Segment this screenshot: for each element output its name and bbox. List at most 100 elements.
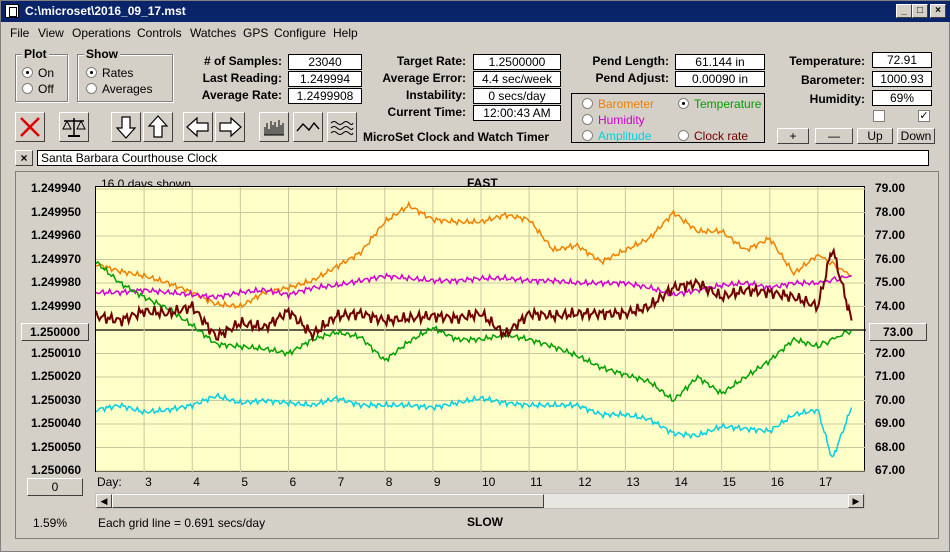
day-tick-label: 8 (385, 475, 393, 489)
plot-svg (95, 187, 866, 473)
percent-label: 1.59% (33, 516, 68, 530)
instability-field: 0 secs/day (473, 88, 561, 104)
clock-name-input[interactable]: Santa Barbara Courthouse Clock (37, 150, 929, 166)
day-tick-label: 9 (433, 475, 441, 489)
checkbox-right[interactable]: ✓ (918, 110, 930, 122)
right-tick-label: 69.00 (875, 416, 906, 430)
wave-view-button[interactable] (327, 112, 357, 142)
show-rates-radio[interactable]: Rates (86, 66, 133, 80)
radio-dot-icon (22, 83, 33, 94)
legend-temperature[interactable]: Temperature (678, 97, 761, 111)
menu-controls[interactable]: Controls (137, 26, 182, 40)
left-tick-label: 1.249950 (31, 204, 82, 219)
left-tick-label: 1.249970 (31, 251, 82, 266)
minimize-button[interactable]: _ (896, 4, 912, 18)
scale-minus-button[interactable]: — (815, 128, 853, 144)
plot-off-radio[interactable]: Off (22, 82, 54, 96)
legend-clock-rate[interactable]: Clock rate (678, 129, 748, 143)
day-tick-label: 13 (626, 475, 640, 489)
title-bar[interactable]: C:\microset\2016_09_17.mst _ □ × (1, 1, 950, 22)
left-tick-label: 1.250060 (31, 463, 82, 477)
bar-view-button[interactable] (259, 112, 289, 142)
menu-file[interactable]: File (10, 26, 30, 40)
radio-dot-icon (678, 98, 689, 109)
maximize-button[interactable]: □ (912, 4, 928, 18)
legend-humidity-label: Humidity (598, 113, 645, 127)
legend-barometer[interactable]: Barometer (582, 97, 654, 111)
scroll-left-button[interactable] (183, 112, 213, 142)
right-tick-label: 68.00 (875, 439, 906, 454)
radio-dot-icon (22, 67, 33, 78)
scroll-right-button[interactable] (215, 112, 245, 142)
left-tick-label: 1.249980 (31, 275, 82, 289)
plot-group: Plot On Off (15, 47, 68, 102)
barometer-label: Barometer: (800, 73, 865, 87)
series-line-amplitude (95, 392, 853, 458)
left-tick-label: 1.250010 (31, 345, 82, 360)
average-rate-label: Average Rate: (201, 88, 282, 102)
balance-scale-icon (62, 118, 86, 137)
right-tick-label: 75.00 (875, 275, 906, 289)
menu-help[interactable]: Help (333, 26, 358, 40)
plot-off-label: Off (38, 82, 54, 96)
menu-gps[interactable]: GPS (243, 26, 269, 40)
scroll-down-button[interactable] (111, 112, 141, 142)
legend-amplitude[interactable]: Amplitude (582, 129, 651, 143)
target-rate-field: 1.2500000 (473, 54, 561, 70)
temperature-field: 72.91 (872, 52, 932, 68)
center-rate-button[interactable]: 1.250000 (21, 323, 89, 341)
day-tick-label: 12 (578, 475, 592, 489)
show-averages-radio[interactable]: Averages (86, 82, 152, 96)
legend-temperature-label: Temperature (694, 97, 762, 111)
day-tick-label: 6 (289, 475, 297, 489)
legend-humidity[interactable]: Humidity (582, 113, 645, 127)
pend-length-label: Pend Length: (592, 54, 669, 68)
right-tick-label: 76.00 (875, 251, 906, 266)
radio-dot-icon (86, 67, 97, 78)
samples-label: # of Samples: (203, 54, 282, 68)
scroll-thumb[interactable] (112, 494, 544, 508)
arrow-left-icon (186, 116, 209, 138)
grid-note: Each grid line = 0.691 secs/day (98, 516, 266, 530)
scale-down-button[interactable]: Down (897, 128, 935, 144)
checkbox-left[interactable] (873, 110, 885, 122)
menu-watches[interactable]: Watches (190, 26, 237, 40)
balance-button[interactable] (59, 112, 89, 142)
scroll-up-button[interactable] (143, 112, 173, 142)
last-reading-label: Last Reading: (202, 71, 282, 85)
legend-barometer-label: Barometer (598, 97, 655, 111)
barometer-field: 1000.93 (872, 71, 932, 87)
scroll-right-arrow[interactable]: ▶ (848, 494, 864, 508)
average-error-label: Average Error: (382, 71, 466, 85)
clear-name-button[interactable]: × (15, 150, 33, 166)
day-tick-label: 15 (722, 475, 736, 489)
left-tick-label: 1.249990 (31, 298, 82, 313)
right-tick-label: 74.00 (875, 298, 906, 313)
scale-plus-button[interactable]: + (777, 128, 809, 144)
menu-configure[interactable]: Configure (274, 26, 327, 40)
instability-label: Instability: (405, 88, 466, 102)
wave-icon (330, 121, 354, 135)
center-temp-button[interactable]: 73.00 (869, 323, 927, 341)
left-tick-label: 1.249960 (31, 228, 82, 242)
close-button[interactable]: × (930, 4, 946, 18)
horizontal-scrollbar[interactable]: ◀ ▶ (95, 493, 865, 509)
right-tick-label: 77.00 (875, 228, 906, 242)
series-line-clock-rate (95, 246, 853, 343)
average-error-field: 4.4 sec/week (473, 71, 561, 87)
pend-length-field: 61.144 in (675, 54, 765, 70)
offset-button[interactable]: 0 (27, 478, 83, 496)
day-tick-label: 17 (818, 475, 833, 489)
clear-button[interactable] (15, 112, 45, 142)
plot-area[interactable] (95, 186, 866, 473)
left-tick-label: 1.250030 (31, 392, 82, 407)
scroll-left-arrow[interactable]: ◀ (96, 494, 112, 508)
show-rates-label: Rates (102, 66, 134, 80)
radio-dot-icon (582, 130, 593, 141)
scale-up-button[interactable]: Up (857, 128, 893, 144)
menu-view[interactable]: View (38, 26, 64, 40)
plot-on-radio[interactable]: On (22, 66, 54, 80)
day-tick-label: 5 (241, 475, 249, 489)
line-view-button[interactable] (293, 112, 323, 142)
menu-operations[interactable]: Operations (72, 26, 131, 40)
